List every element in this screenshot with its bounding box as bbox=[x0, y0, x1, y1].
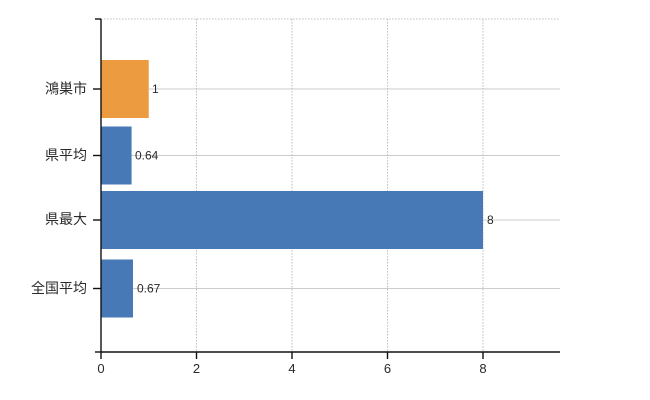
svg-text:0.67: 0.67 bbox=[137, 282, 161, 296]
svg-text:4: 4 bbox=[288, 361, 295, 376]
svg-text:県平均: 県平均 bbox=[45, 147, 87, 163]
svg-text:6: 6 bbox=[384, 361, 391, 376]
svg-text:0: 0 bbox=[97, 361, 104, 376]
svg-text:8: 8 bbox=[487, 213, 494, 227]
svg-text:鴻巣市: 鴻巣市 bbox=[45, 81, 87, 97]
svg-text:0.64: 0.64 bbox=[135, 149, 159, 163]
svg-text:1: 1 bbox=[152, 82, 159, 96]
svg-text:8: 8 bbox=[479, 361, 486, 376]
svg-text:2: 2 bbox=[193, 361, 200, 376]
svg-text:全国平均: 全国平均 bbox=[31, 280, 87, 296]
svg-text:県最大: 県最大 bbox=[45, 211, 87, 227]
